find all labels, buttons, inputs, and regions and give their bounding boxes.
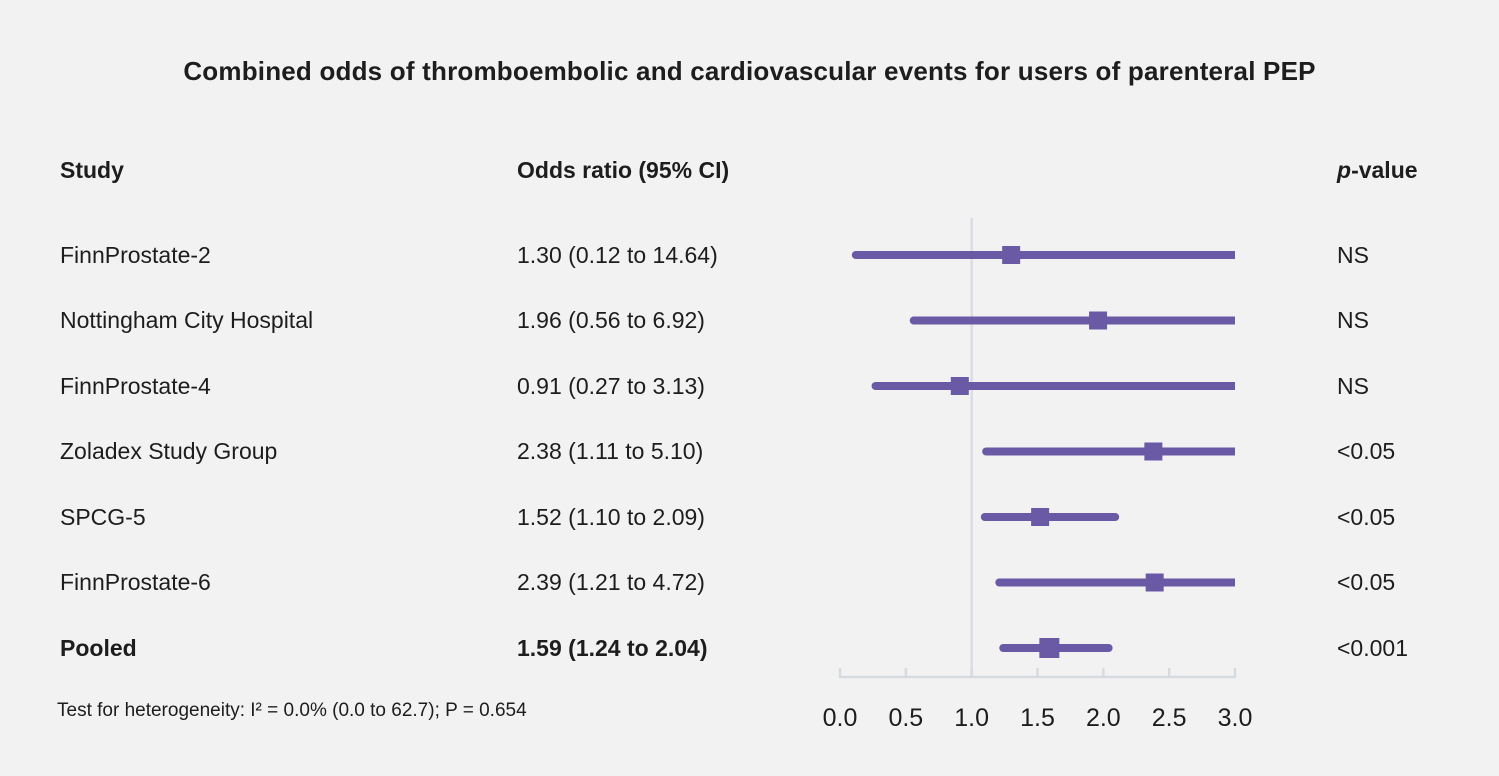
odds-ratio-value: 0.91 (0.27 to 3.13) [517,373,705,399]
axis-tick-label: 0.0 [823,704,858,732]
study-label: Pooled [60,635,137,661]
column-header-p-value: p-value [1337,154,1418,186]
odds-ratio-value: 1.30 (0.12 to 14.64) [517,242,718,268]
axis-tick-label: 1.5 [1020,704,1055,732]
p-value: <0.001 [1337,635,1408,661]
study-label: FinnProstate-4 [60,373,211,399]
study-label: Nottingham City Hospital [60,307,314,333]
study-label: FinnProstate-6 [60,569,211,595]
table-row: SPCG-5 1.52 (1.10 to 2.09) <0.05 [0,501,1499,533]
figure-title: Combined odds of thromboembolic and card… [183,56,1316,86]
odds-ratio-value: 2.39 (1.21 to 4.72) [517,569,705,595]
p-value: <0.05 [1337,569,1396,595]
odds-ratio-value: 1.59 (1.24 to 2.04) [517,635,708,661]
p-value: <0.05 [1337,438,1396,464]
odds-ratio-value: 2.38 (1.11 to 5.10) [517,438,704,464]
p-value-header-italic: p [1337,157,1352,183]
axis-tick-label: 2.5 [1152,704,1187,732]
axis-tick-label: 3.0 [1218,704,1253,732]
column-header-odds-ratio: Odds ratio (95% CI) [517,157,730,183]
p-value: NS [1337,242,1369,268]
heterogeneity-footnote: Test for heterogeneity: I² = 0.0% (0.0 t… [57,700,527,721]
axis-tick-label: 1.0 [954,704,989,732]
odds-ratio-value: 1.52 (1.10 to 2.09) [517,504,705,530]
p-value-header-rest: -value [1351,157,1418,183]
p-value: NS [1337,373,1369,399]
table-row-pooled: Pooled 1.59 (1.24 to 2.04) <0.001 [0,632,1499,664]
p-value: <0.05 [1337,504,1396,530]
axis-tick-label: 0.5 [888,704,923,732]
p-value: NS [1337,307,1369,333]
table-row: Zoladex Study Group 2.38 (1.11 to 5.10) … [0,435,1499,467]
study-label: Zoladex Study Group [60,438,278,464]
table-row: FinnProstate-4 0.91 (0.27 to 3.13) NS [0,370,1499,402]
table-row: Nottingham City Hospital 1.96 (0.56 to 6… [0,304,1499,336]
study-label: FinnProstate-2 [60,242,211,268]
table-row: FinnProstate-6 2.39 (1.21 to 4.72) <0.05 [0,566,1499,598]
axis-tick-label: 2.0 [1086,704,1121,732]
odds-ratio-value: 1.96 (0.56 to 6.92) [517,307,705,333]
table-row: FinnProstate-2 1.30 (0.12 to 14.64) NS [0,239,1499,271]
study-label: SPCG-5 [60,504,146,530]
column-header-study: Study [60,157,124,183]
